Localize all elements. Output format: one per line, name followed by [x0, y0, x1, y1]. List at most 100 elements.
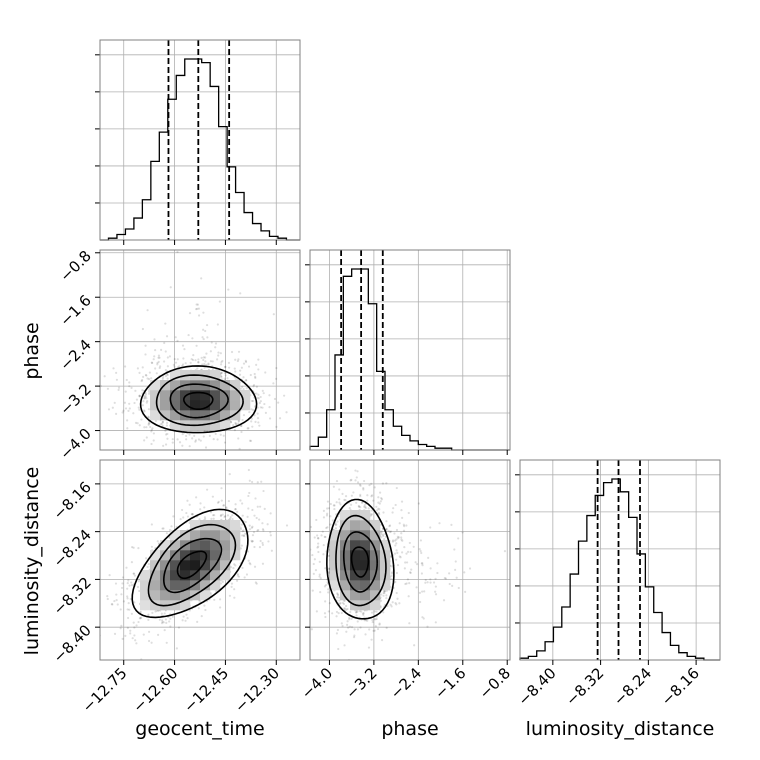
density-cell	[360, 590, 371, 601]
sample-point	[382, 511, 385, 514]
sample-point	[337, 612, 340, 615]
sample-point	[117, 388, 120, 392]
sample-point	[108, 574, 111, 577]
density-cell	[340, 580, 351, 591]
sample-point	[370, 638, 373, 641]
density-cell	[210, 540, 221, 551]
sample-point	[450, 523, 453, 526]
sample-point	[322, 509, 326, 512]
sample-point	[364, 505, 367, 508]
sample-point	[335, 501, 338, 504]
sample-point	[247, 494, 250, 498]
sample-point	[143, 439, 146, 442]
density-cell	[180, 560, 191, 571]
sample-point	[387, 529, 390, 532]
sample-point	[140, 379, 143, 383]
sample-point	[150, 641, 153, 644]
sample-point	[122, 409, 125, 412]
density-cell	[370, 560, 381, 571]
sample-point	[169, 617, 172, 620]
sample-point	[132, 572, 136, 575]
sample-point	[426, 625, 429, 628]
sample-point	[322, 553, 325, 556]
sample-point	[335, 615, 338, 618]
sample-point	[147, 630, 151, 633]
sample-point	[171, 441, 174, 444]
contour-phase-luminosity-distance-2	[335, 514, 387, 607]
sample-point	[132, 412, 135, 415]
sample-point	[191, 437, 194, 440]
sample-point	[249, 439, 253, 442]
sample-point	[135, 642, 138, 645]
sample-point	[134, 639, 137, 642]
sample-point	[338, 498, 341, 501]
sample-point	[229, 421, 233, 424]
sample-point	[316, 534, 319, 537]
sample-point	[216, 358, 219, 361]
density-cell	[340, 570, 351, 581]
sample-point	[359, 484, 362, 487]
sample-point	[388, 524, 392, 527]
sample-point	[171, 615, 174, 618]
sample-point	[237, 350, 241, 353]
sample-point	[263, 402, 266, 406]
sample-point	[219, 363, 223, 366]
panel-frame	[309, 249, 511, 451]
sample-point	[250, 539, 253, 542]
density-cell	[350, 540, 361, 551]
sample-point	[137, 406, 140, 409]
sample-point	[161, 422, 164, 425]
sample-point	[350, 626, 354, 629]
sample-point	[408, 622, 411, 625]
sample-point	[396, 551, 399, 554]
sample-point	[399, 556, 402, 559]
sample-point	[139, 617, 142, 620]
sample-point	[231, 514, 234, 517]
sample-point	[357, 504, 360, 508]
sample-point	[345, 604, 348, 608]
sample-point	[403, 567, 406, 570]
sample-point	[126, 427, 129, 430]
density-cell	[220, 570, 231, 581]
sample-point	[144, 395, 147, 398]
sample-point	[255, 516, 258, 520]
y-tick-label-phase: −3.2	[56, 380, 94, 418]
density-cell	[380, 540, 391, 551]
sample-point	[335, 523, 338, 526]
sample-point	[197, 438, 201, 441]
sample-point	[204, 446, 208, 449]
sample-point	[133, 626, 136, 629]
sample-point	[269, 531, 272, 534]
sample-point	[195, 496, 198, 499]
sample-point	[436, 562, 439, 565]
sample-point	[239, 292, 242, 295]
y-tick-label-phase: −2.4	[56, 336, 94, 374]
sample-point	[406, 578, 410, 581]
sample-point	[202, 337, 205, 341]
sample-point	[182, 516, 185, 519]
sample-point	[234, 358, 237, 361]
sample-point	[121, 411, 124, 414]
density-cell	[140, 600, 151, 611]
sample-point	[115, 378, 119, 381]
sample-point	[106, 597, 109, 601]
sample-point	[220, 372, 223, 375]
panel-frame	[309, 459, 511, 661]
sample-point	[257, 397, 260, 400]
sample-point	[367, 507, 370, 510]
sample-point	[113, 599, 116, 603]
sample-point	[251, 480, 254, 484]
sample-point	[216, 501, 220, 504]
sample-point	[348, 625, 352, 628]
sample-point	[197, 607, 200, 610]
density-cell	[180, 600, 191, 611]
sample-point	[388, 525, 391, 528]
sample-point	[434, 593, 438, 596]
sample-point	[406, 550, 410, 553]
density-cell	[180, 410, 191, 421]
sample-point	[259, 505, 262, 508]
sample-point	[401, 539, 404, 542]
sample-point	[193, 434, 196, 438]
sample-point	[240, 424, 243, 427]
sample-point	[162, 444, 165, 447]
